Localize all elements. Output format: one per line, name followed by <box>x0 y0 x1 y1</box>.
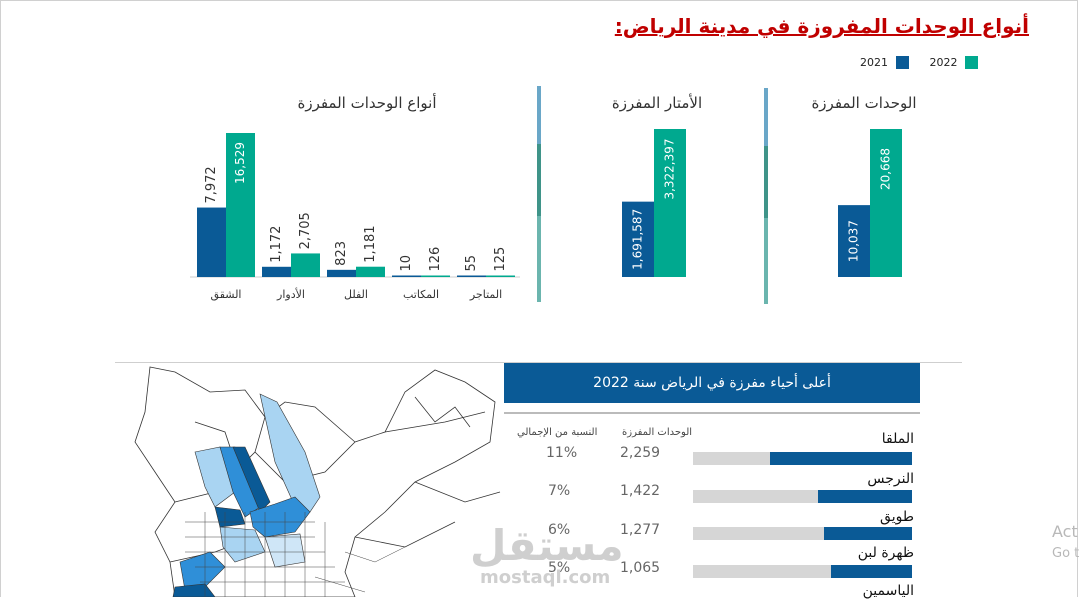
activation-subtext: Go t <box>1052 546 1080 561</box>
chart-sorted-meters: الأمتار المفرزة 1,691,587 3,322,397 <box>612 93 702 277</box>
neighborhood-units: 1,065 <box>620 560 661 576</box>
neighborhood-name: طويق <box>880 509 914 525</box>
neighborhood-units: 2,259 <box>620 445 661 461</box>
legend-swatch-2022 <box>965 55 978 69</box>
bar-2021 <box>622 201 654 277</box>
data-label-2022: 3,322,397 <box>663 138 677 199</box>
neighborhood-bar-track <box>693 565 912 578</box>
neighborhood-share: 5% <box>548 560 571 576</box>
neighborhood-name: النرجس <box>867 471 914 487</box>
bar-2021 <box>327 269 356 277</box>
activation-text: Act <box>1052 522 1078 541</box>
neighborhood-bar-track <box>693 527 912 540</box>
bar-2022 <box>654 129 686 277</box>
data-label-2022: 125 <box>493 247 508 272</box>
neighborhood-bar-fill <box>830 565 912 578</box>
data-label-2021: 1,691,587 <box>631 209 645 270</box>
neighborhood-name: الملقا <box>881 431 914 447</box>
watermark-arabic: مستقل <box>470 521 624 570</box>
chart-sorted-units: الوحدات المفرزة 10,037 20,668 <box>811 94 917 277</box>
bar-2022 <box>486 275 515 277</box>
watermark: مستقل mostaql.com <box>470 525 624 587</box>
chart-unit-types: أنواع الوحدات المفرزة 7,972 16,529 الشقق 1,1… <box>190 93 520 302</box>
neighborhoods-header: أعلى أحياء مفرزة في الرياض سنة 2022 <box>504 363 920 403</box>
bar-2021 <box>457 275 486 277</box>
neighborhoods-header-line <box>504 412 920 414</box>
category-tick-label: الفلل <box>344 288 368 301</box>
data-label-2022: 16,529 <box>233 142 247 184</box>
separator-left <box>537 86 541 302</box>
col-units-header: الوحدات المفرزة <box>622 427 693 438</box>
category-tick-label: الشقق <box>211 288 242 302</box>
bar-2022 <box>291 253 320 277</box>
chart-title: الوحدات المفرزة <box>811 94 916 112</box>
col-share-header: النسبة من الإجمالي <box>517 427 598 438</box>
legend: 2021 2022 <box>860 55 982 69</box>
bar-2022 <box>421 275 450 277</box>
category-tick-label: المتاجر <box>469 288 502 301</box>
bar-2021 <box>197 207 226 277</box>
neighborhood-bar-track <box>693 452 912 465</box>
data-label-2021: 823 <box>334 241 349 266</box>
bar-2021 <box>838 205 870 277</box>
bar-2021 <box>392 275 421 277</box>
legend-swatch-2021 <box>895 55 909 69</box>
watermark-latin: mostaql.com <box>480 567 611 588</box>
data-label-2022: 126 <box>428 247 443 272</box>
charts-canvas: أنواع الوحدات المفرزة 7,972 16,529 الشقق 1,1… <box>190 86 917 304</box>
data-label-2021: 55 <box>464 255 479 272</box>
bar-2021 <box>262 266 291 277</box>
data-label-2022: 20,668 <box>879 148 893 190</box>
data-label-2022: 1,181 <box>363 225 378 262</box>
neighborhood-bar-fill <box>769 452 912 465</box>
neighborhood-bar-fill <box>817 490 912 503</box>
highlighted-districts <box>172 393 321 597</box>
bar-2022 <box>870 129 902 277</box>
neighborhood-share: 6% <box>548 522 571 538</box>
data-label-2021: 7,972 <box>204 166 219 203</box>
legend-label-2022: 2022 <box>929 55 958 69</box>
section-divider <box>115 362 962 363</box>
separator-right <box>764 88 768 304</box>
category-tick-label: الأدوار <box>276 287 305 301</box>
chart-title: الأمتار المفرزة <box>612 93 702 112</box>
chart-title: أنواع الوحدات المفرزة <box>297 93 436 112</box>
riyadh-districts-map <box>134 366 501 597</box>
neighborhood-share: 11% <box>546 445 578 461</box>
data-label-2021: 10,037 <box>847 220 861 262</box>
neighborhood-share: 7% <box>548 483 571 499</box>
neighborhood-bar-track <box>693 490 912 503</box>
neighborhood-name: الياسمين <box>862 583 914 599</box>
page-title: أنواع الوحدات المفروزة في مدينة الرياض: <box>614 14 1029 38</box>
data-label-2021: 10 <box>399 255 414 272</box>
neighborhood-bar-fill <box>824 527 912 540</box>
category-tick-label: المكاتب <box>403 288 439 301</box>
data-label-2022: 2,705 <box>298 212 313 249</box>
neighborhood-name: ظهرة لبن <box>857 545 914 561</box>
data-label-2021: 1,172 <box>269 226 284 263</box>
neighborhood-units: 1,422 <box>620 483 661 499</box>
bar-2022 <box>226 133 255 277</box>
bar-2022 <box>356 266 385 277</box>
neighborhood-units: 1,277 <box>620 522 661 538</box>
legend-label-2021: 2021 <box>860 55 888 69</box>
